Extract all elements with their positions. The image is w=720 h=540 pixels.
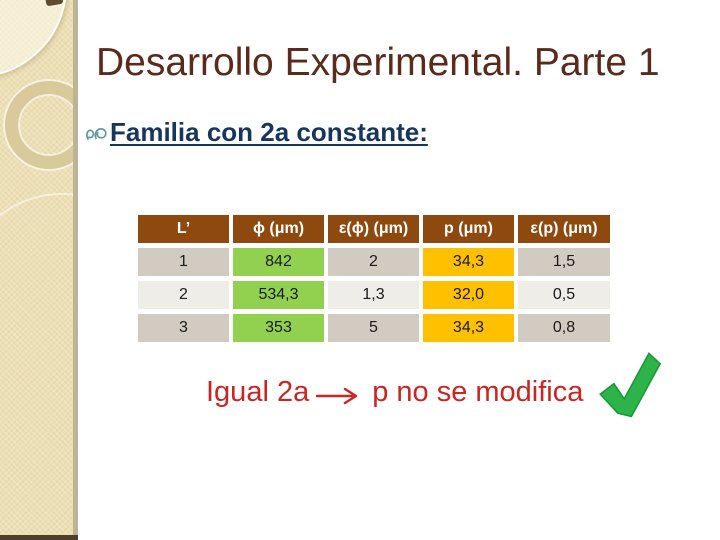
arrow-right-icon: [316, 387, 358, 404]
table-cell: 34,3: [423, 314, 514, 342]
table-cell: 1,3: [328, 281, 419, 309]
strip-bottom-border: [0, 535, 78, 540]
table-cell: 2: [138, 281, 229, 309]
vine-bullet-icon: [86, 128, 107, 140]
circle-decoration: [0, 0, 67, 78]
table-cell: 3: [138, 314, 229, 342]
table-cell: 5: [328, 314, 419, 342]
table-cell: 842: [233, 248, 324, 276]
page-title: Desarrollo Experimental. Parte 1: [96, 41, 660, 84]
table-cell: 0,8: [518, 314, 610, 342]
table-header-cell: ϕ (μm): [233, 215, 324, 243]
table-cell: 353: [233, 314, 324, 342]
table-cell: 2: [328, 248, 419, 276]
note-lhs: Igual 2a: [206, 376, 310, 408]
table-header-cell: ε(p) (μm): [518, 215, 610, 243]
table-header-cell: ε(ϕ) (μm): [328, 215, 419, 243]
note-line: Igual 2a p no se modifica: [206, 376, 583, 409]
left-decor-strip: [0, 0, 78, 536]
table-cell: 1: [138, 248, 229, 276]
table-header-cell: L’: [138, 215, 229, 243]
arc-decoration: [0, 193, 73, 397]
ring-decoration: [5, 81, 73, 169]
table-cell: 1,5: [518, 248, 610, 276]
bullet-item: Familia con 2a constante:: [84, 119, 428, 145]
table-cell: 34,3: [423, 248, 514, 276]
table-cell: 534,3: [233, 281, 324, 309]
table-cell: 0,5: [518, 281, 610, 309]
green-checkmark-icon: [599, 352, 661, 418]
data-table: L’ ϕ (μm) ε(ϕ) (μm) p (μm) ε(p) (μm) 1 8…: [138, 215, 610, 342]
bullet-label: Familia con 2a constante:: [110, 117, 428, 147]
table-header-cell: p (μm): [423, 215, 514, 243]
note-rhs: p no se modifica: [372, 376, 584, 408]
table-cell: 32,0: [423, 281, 514, 309]
